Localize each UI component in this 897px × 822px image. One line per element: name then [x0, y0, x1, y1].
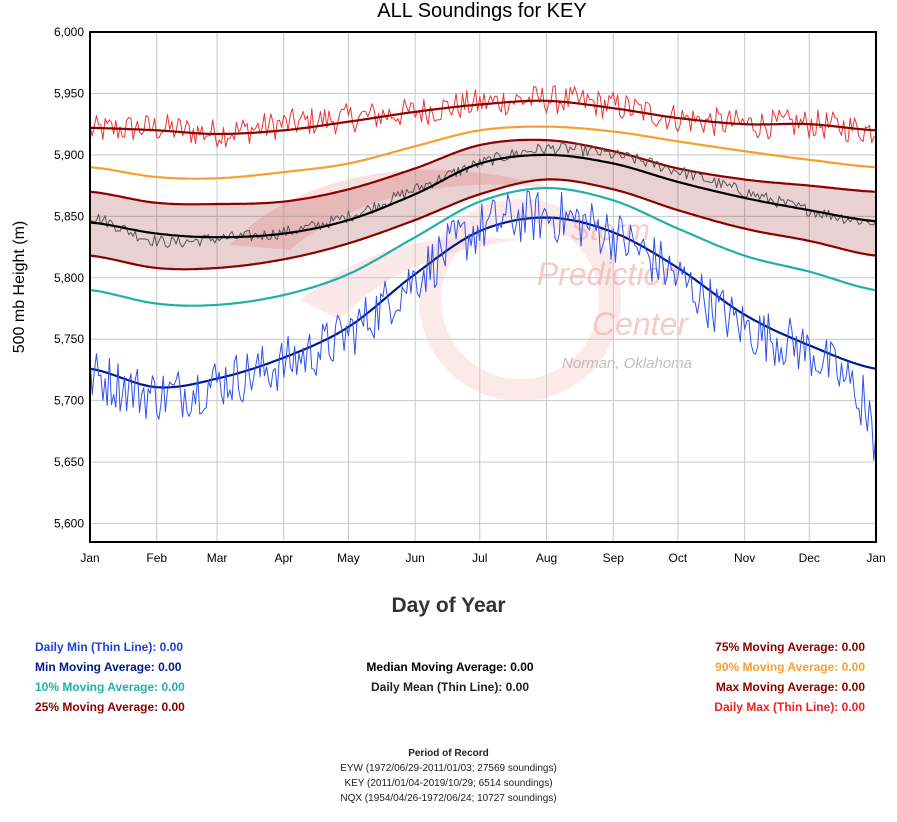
x-tick-label: May [337, 551, 360, 565]
legend-entry: 75% Moving Average: 0.00 [715, 640, 865, 654]
series-10-moving-average [89, 187, 877, 307]
y-tick-label: 5,900 [54, 148, 84, 162]
y-tick-label: 6,000 [54, 25, 84, 39]
x-tick-label: Oct [669, 551, 688, 565]
watermark-subtext: Norman, Oklahoma [562, 355, 692, 372]
x-tick-label: Mar [207, 551, 228, 565]
legend-entry: Median Moving Average: 0.00 [366, 660, 534, 674]
watermark-text: Prediction [537, 256, 679, 292]
band-25-75 [90, 139, 876, 270]
legend-right: 75% Moving Average: 0.00 90% Moving Avera… [714, 637, 865, 717]
x-tick-label: Apr [274, 551, 293, 565]
y-tick-label: 5,700 [54, 394, 84, 408]
series-lines [89, 85, 877, 461]
legend-left: Daily Min (Thin Line): 0.00 Min Moving Av… [35, 637, 185, 717]
interquartile-band [90, 139, 876, 270]
series-90-moving-average [89, 125, 877, 180]
y-tick-label: 5,950 [54, 86, 84, 100]
series-25-moving-average [89, 178, 877, 271]
plot-frame [89, 31, 877, 543]
y-tick-label: 5,800 [54, 271, 84, 285]
legend-entry: 90% Moving Average: 0.00 [715, 660, 865, 674]
series-daily-max-thin-line [89, 85, 877, 148]
y-axis-label: 500 mb Height (m) [11, 221, 28, 354]
x-tick-label: Jul [472, 551, 487, 565]
period-line: KEY (2011/01/04-2019/10/29; 6514 soundin… [344, 778, 553, 789]
series-75-moving-average [89, 138, 877, 206]
x-tick-label: Dec [799, 551, 820, 565]
x-tick-label: Jun [405, 551, 424, 565]
x-tick-label: Aug [536, 551, 557, 565]
legend-entry: Daily Max (Thin Line): 0.00 [714, 700, 865, 714]
legend-entry: Min Moving Average: 0.00 [35, 660, 182, 674]
legend-entry: Daily Mean (Thin Line): 0.00 [370, 680, 530, 694]
legend-middle: Median Moving Average: 0.00 Daily Mean (T… [366, 657, 533, 697]
x-tick-label: Nov [734, 551, 755, 565]
grid [89, 31, 877, 542]
x-tick-label: Feb [146, 551, 167, 565]
legend-entry: 25% Moving Average: 0.00 [35, 700, 185, 714]
watermark-swirl [300, 237, 520, 320]
y-tick-label: 5,750 [54, 332, 84, 346]
legend-entry: Max Moving Average: 0.00 [715, 680, 865, 694]
watermark-text: Center [592, 306, 689, 342]
period-title: Period of Record [408, 748, 489, 759]
series-median-moving-average [89, 153, 877, 239]
x-tick-label: Jan [80, 551, 99, 565]
chart-title: ALL Soundings for KEY [377, 0, 587, 22]
series-max-moving-average [90, 99, 877, 136]
period-line: NQX (1954/04/26-1972/06/24; 10727 soundi… [340, 793, 557, 804]
series-daily-min-thin-line [89, 190, 877, 461]
legend-entry: 10% Moving Average: 0.00 [35, 680, 185, 694]
watermark-ring [419, 199, 621, 401]
x-tick-label: Jan [866, 551, 885, 565]
y-tick-label: 5,850 [54, 209, 84, 223]
period-of-record: Period of Record EYW (1972/06/29-2011/01… [0, 746, 897, 806]
x-axis-label: Day of Year [391, 594, 506, 617]
x-tick-label: Sep [603, 551, 625, 565]
y-tick-labels: 5,600 5,650 5,700 5,750 5,800 5,850 5,900 5,950… [54, 25, 84, 531]
y-tick-label: 5,650 [54, 455, 84, 469]
y-tick-label: 5,600 [54, 517, 84, 531]
legend-entry: Daily Min (Thin Line): 0.00 [35, 640, 184, 654]
period-line: EYW (1972/06/29-2011/01/03; 27569 soundi… [340, 763, 557, 774]
x-tick-labels: Jan Feb Mar Apr May Jun Jul Aug Sep Oct Nov Dec Jan [80, 551, 885, 565]
